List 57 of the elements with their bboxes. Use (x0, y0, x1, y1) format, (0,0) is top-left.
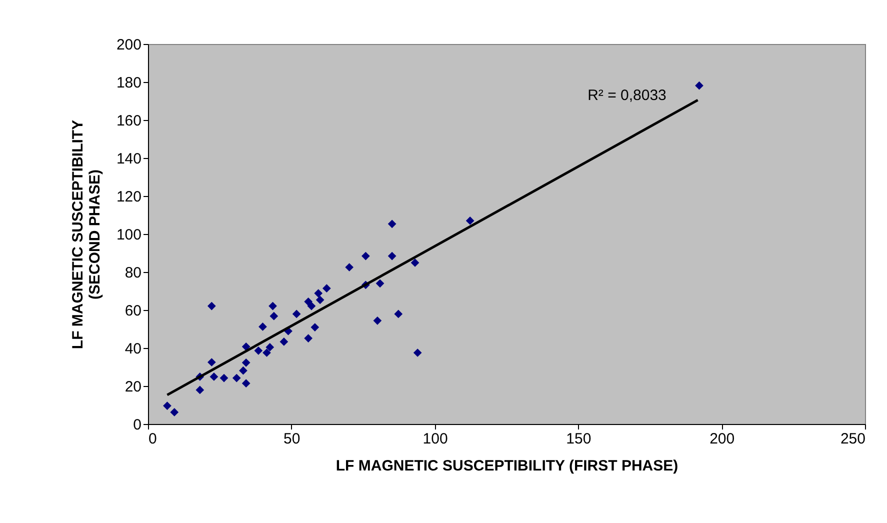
point (307, 302, 316, 310)
point (280, 338, 288, 346)
point (266, 343, 274, 352)
y-tick-label: 120 (116, 188, 142, 206)
point (239, 366, 248, 375)
y-axis-title: LF MAGNETIC SUSCEPTIBILITY (SECOND PHASE) (69, 120, 104, 350)
y-tick-label: 20 (124, 378, 142, 396)
y-tick-label: 40 (124, 340, 142, 358)
point (304, 334, 313, 342)
point (242, 379, 250, 388)
point (345, 263, 354, 272)
point (388, 252, 396, 260)
point (310, 323, 320, 332)
x-tick-label: 50 (284, 430, 300, 448)
point (466, 216, 474, 225)
point (258, 322, 267, 331)
point (410, 258, 420, 267)
point (170, 408, 179, 416)
y-tick-label: 200 (116, 36, 142, 54)
point (210, 372, 218, 381)
point (254, 346, 263, 355)
point (316, 296, 324, 304)
point (292, 310, 301, 318)
point (413, 348, 422, 357)
point (196, 386, 204, 394)
point (322, 284, 331, 293)
point (232, 374, 241, 382)
point (268, 302, 277, 310)
point (262, 348, 271, 357)
x-tick-label: 0 (148, 430, 157, 448)
x-axis-title: LF MAGNETIC SUSCEPTIBILITY (FIRST PHASE) (336, 458, 678, 474)
y-tick-label: 0 (133, 416, 142, 434)
point (163, 402, 172, 410)
x-tick-label: 150 (566, 430, 592, 448)
point (314, 289, 323, 298)
point (376, 279, 384, 288)
point (695, 81, 704, 90)
y-tick-label: 180 (116, 74, 142, 92)
y-tick-label: 80 (124, 264, 142, 282)
point (270, 312, 278, 320)
point (220, 374, 228, 382)
x-tick-label: 250 (840, 430, 866, 448)
y-tick-label: 100 (116, 226, 142, 244)
point (207, 358, 216, 366)
point (394, 310, 403, 318)
point (207, 302, 216, 310)
x-tick-label: 100 (422, 430, 448, 448)
x-tick-label: 200 (710, 430, 735, 448)
point (242, 358, 250, 367)
annotation: R² = 0,8033 (588, 87, 666, 104)
y-tick-label: 160 (116, 112, 142, 130)
y-tick-label: 60 (124, 302, 142, 320)
point (373, 316, 382, 325)
point (362, 252, 370, 260)
point (388, 220, 396, 228)
y-tick-label: 140 (116, 150, 142, 168)
point (242, 342, 250, 351)
